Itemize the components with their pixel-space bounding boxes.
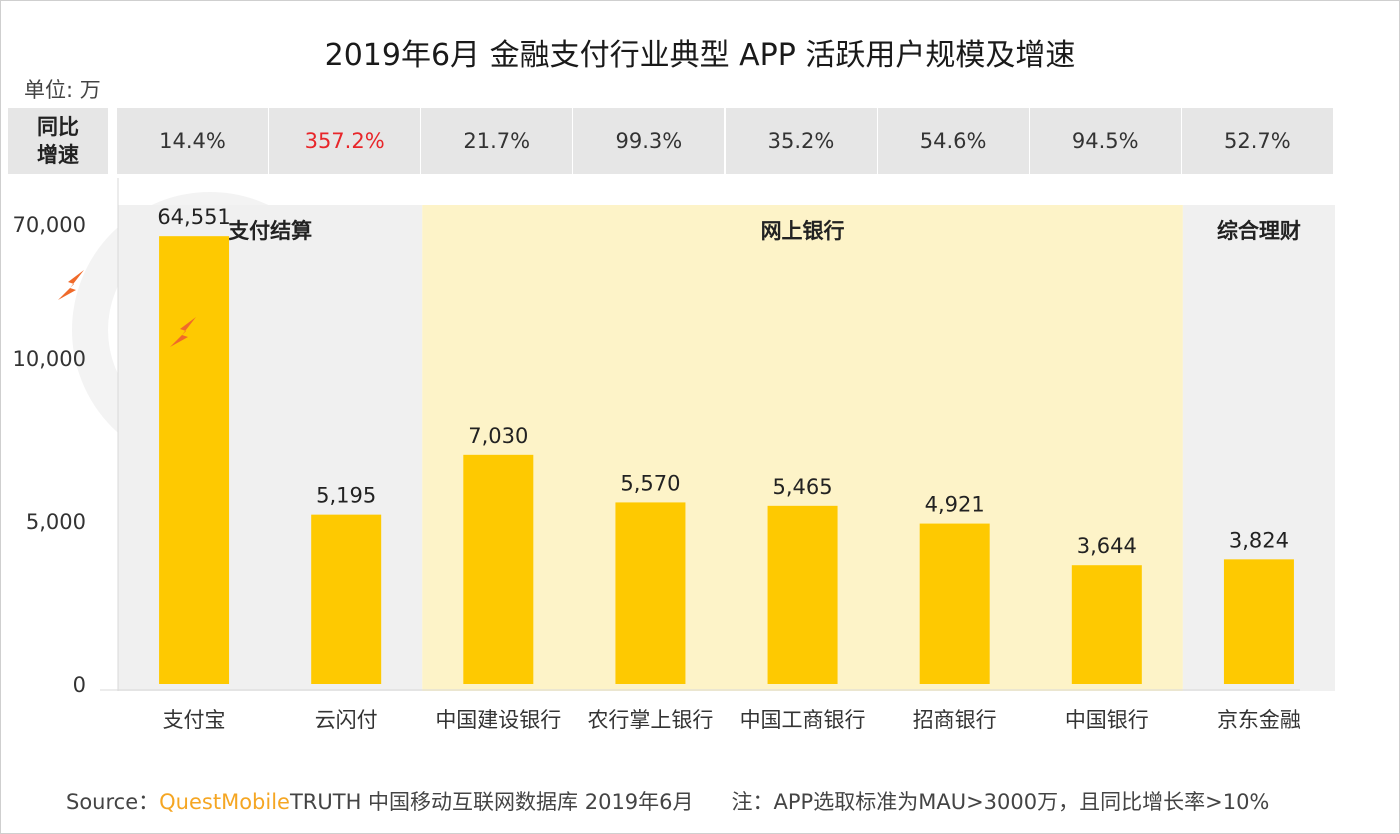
bar-value-label: 7,030: [468, 424, 528, 448]
chart-title: 2019年6月 金融支付行业典型 APP 活跃用户规模及增速: [324, 38, 1076, 73]
group-label: 网上银行: [761, 219, 845, 243]
y-tick-label: 0: [73, 673, 86, 697]
bar-value-label: 3,824: [1229, 528, 1289, 552]
brand-logo-text: QuestMobile: [159, 790, 290, 814]
unit-label: 单位: 万: [24, 78, 101, 102]
x-category-label: 支付宝: [163, 708, 226, 732]
bar: [311, 514, 382, 684]
bar: [463, 454, 534, 684]
bar-value-label: 64,551: [157, 205, 230, 229]
growth-cell: 21.7%: [421, 108, 573, 174]
y-tick-label: 5,000: [26, 510, 86, 534]
footer: Source：QuestMobileTRUTH 中国移动互联网数据库 2019年…: [66, 786, 1269, 816]
growth-cell: 52.7%: [1181, 108, 1333, 174]
axis-break-icon: [58, 270, 84, 300]
bar: [767, 505, 838, 684]
x-category-label: 农行掌上银行: [587, 708, 713, 732]
x-category-label: 京东金融: [1217, 708, 1301, 732]
x-category-label: 云闪付: [315, 708, 378, 732]
bar: [1223, 559, 1294, 684]
bar: [159, 236, 230, 684]
group-label: 支付结算: [228, 219, 312, 243]
growth-cell: 54.6%: [877, 108, 1029, 174]
x-category-label: 招商银行: [913, 708, 997, 732]
bar: [615, 502, 686, 684]
growth-row: 14.4% 357.2% 21.7% 99.3% 35.2% 54.6% 94.5% 52.7…: [116, 108, 1335, 174]
source-label: Source：: [66, 790, 160, 814]
bar-value-label: 5,195: [316, 484, 376, 508]
bar-value-label: 4,921: [925, 493, 985, 517]
source-database: TRUTH 中国移动互联网数据库 2019年6月: [289, 790, 694, 814]
y-tick-label: 70,000: [13, 213, 86, 237]
growth-cell: 99.3%: [573, 108, 725, 174]
growth-row-label: 同比 增速: [8, 108, 108, 174]
bar-value-label: 5,465: [773, 475, 833, 499]
y-tick-label: 10,000: [13, 347, 86, 371]
bar-value-label: 3,644: [1077, 534, 1137, 558]
group-label: 综合理财: [1217, 219, 1301, 243]
bar: [919, 523, 990, 684]
bar: [1071, 565, 1142, 684]
bar-break-icon: [170, 317, 196, 347]
bar-value-label: 5,570: [620, 471, 680, 495]
growth-cell: 35.2%: [725, 108, 877, 174]
footer-note: 注：APP选取标准为MAU>3000万，且同比增长率>10%: [731, 790, 1270, 814]
x-category-label: 中国银行: [1065, 708, 1149, 732]
x-category-label: 中国建设银行: [435, 708, 561, 732]
growth-cell: 14.4%: [117, 108, 268, 174]
x-category-label: 中国工商银行: [740, 708, 866, 732]
growth-cell: 357.2%: [269, 108, 421, 174]
growth-cell: 94.5%: [1029, 108, 1181, 174]
